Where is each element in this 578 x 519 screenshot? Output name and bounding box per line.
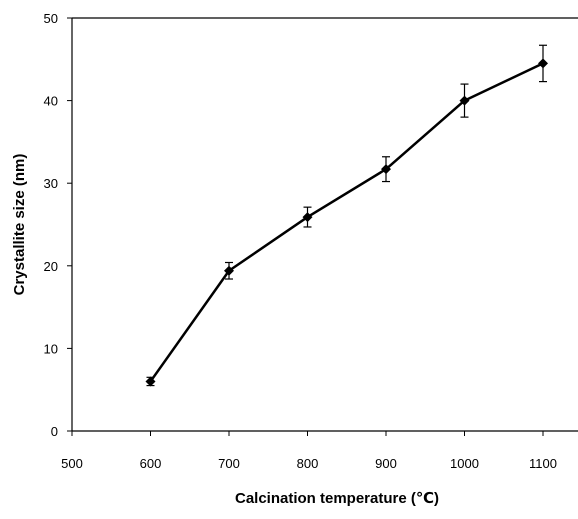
axis-ticks: 0 10 20 30 40 50 500 600 700 800 900 1000 1100 [44, 11, 557, 471]
x-tick-label: 700 [218, 456, 240, 471]
x-tick-label: 900 [375, 456, 397, 471]
x-tick-label: 500 [61, 456, 83, 471]
data-point [302, 212, 313, 223]
y-tick-label: 50 [44, 11, 58, 26]
axes [71, 17, 578, 432]
y-tick-label: 30 [44, 176, 58, 191]
y-tick-label: 20 [44, 259, 58, 274]
y-tick-label: 0 [51, 424, 58, 439]
series [145, 44, 548, 387]
y-tick-label: 40 [44, 94, 58, 109]
data-point [459, 95, 470, 106]
y-axis-title: Crystallite size (nm) [11, 154, 28, 296]
x-tick-label: 600 [140, 456, 162, 471]
data-point [224, 265, 234, 276]
data-point [381, 164, 391, 175]
x-axis-title: Calcination temperature (℃) [235, 490, 439, 507]
x-tick-label: 1000 [450, 456, 479, 471]
data-point [145, 376, 156, 387]
series-line [149, 62, 544, 383]
data-point [538, 58, 548, 69]
y-tick-label: 10 [44, 341, 58, 356]
x-tick-label: 800 [297, 456, 319, 471]
x-tick-label: 1100 [529, 456, 557, 471]
